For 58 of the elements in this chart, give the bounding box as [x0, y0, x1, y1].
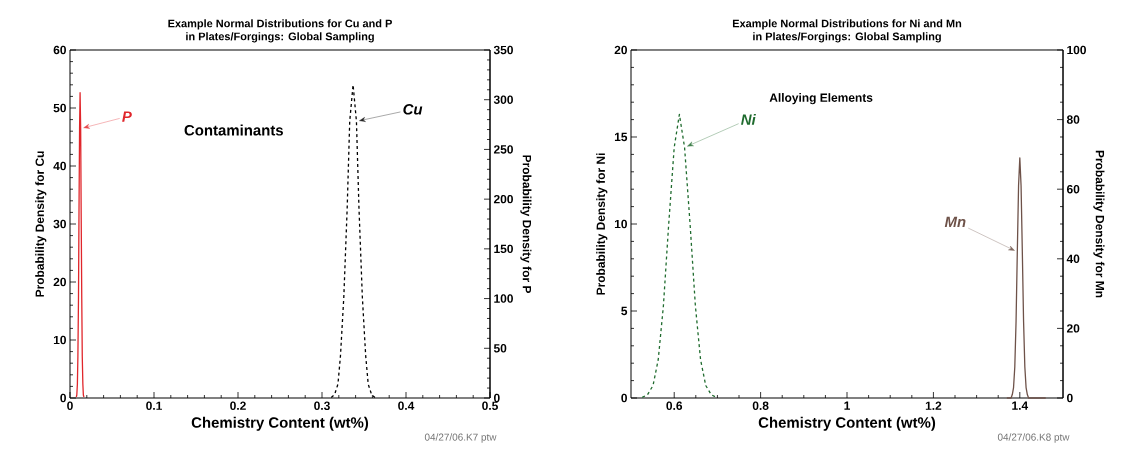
y-axis-title: Probability Density for Cu	[35, 151, 47, 297]
y2-tick-label: 150	[494, 244, 513, 254]
x-tick-label: 0.6	[666, 401, 683, 410]
y-tick-label: 40	[53, 161, 66, 171]
chart-title: Example Normal Distributions for Cu and P	[168, 19, 392, 30]
text: Mn	[944, 216, 966, 227]
x-tick-label: 0.3	[314, 401, 330, 411]
line-series	[75, 92, 85, 398]
x-tick-label: 1.2	[925, 401, 942, 410]
y-tick-label: 15	[614, 132, 628, 142]
y2-tick-label: 100	[1067, 45, 1086, 55]
y-tick-label: 0	[621, 393, 627, 403]
x-tick-label: 0.8	[752, 401, 769, 410]
y-axis-title: Probability Density for Ni	[596, 153, 608, 295]
x-tick-label: 0.1	[146, 401, 162, 410]
x-tick-label: 0.2	[230, 401, 246, 410]
x-tick-label: 1.4	[1012, 401, 1029, 410]
text: 04/27/06.K7 ptw	[424, 433, 497, 443]
y-tick-label: 10	[614, 219, 627, 229]
y2-axis-title: Probability Density for P	[520, 155, 532, 293]
y-tick-label: 60	[53, 45, 66, 55]
y2-tick-label: 40	[1066, 254, 1080, 264]
chart-subtitle: in Plates/Forgings: Global Sampling	[186, 32, 374, 43]
chart-title: Example Normal Distributions for Ni and Mn	[732, 19, 962, 30]
annotation: Alloying Elements	[769, 93, 873, 105]
y-tick-label: 10	[53, 335, 66, 345]
annotation: Contaminants	[184, 124, 283, 136]
y-tick-label: 50	[53, 103, 66, 113]
text: Ni	[741, 114, 756, 125]
chart-subtitle: in Plates/Forgings: Global Sampling	[753, 32, 941, 43]
y2-tick-label: 20	[1066, 324, 1080, 333]
y2-tick-label: 80	[1066, 115, 1080, 124]
y2-tick-label: 300	[493, 95, 513, 104]
x-tick-label: 1	[844, 401, 850, 410]
y-tick-label: 20	[53, 277, 66, 287]
y-tick-label: 30	[53, 219, 66, 229]
x-tick-label: 0	[67, 401, 73, 410]
y2-tick-label: 350	[493, 45, 513, 55]
y2-tick-label: 250	[493, 145, 513, 154]
y2-axis-title: Probability Density for Mn	[1093, 150, 1105, 298]
y2-tick-label: 0	[1067, 393, 1073, 403]
y2-tick-label: 60	[1066, 184, 1080, 194]
x-tick-label: 0.4	[398, 401, 415, 410]
line-series	[641, 113, 718, 398]
line-series	[1006, 157, 1047, 399]
text: 04/27/06.K8 ptw	[997, 433, 1070, 443]
x-tick-label: 0.5	[482, 401, 498, 410]
y2-tick-label: 0	[493, 393, 500, 403]
y-tick-label: 20	[614, 45, 627, 55]
y-tick-label: 5	[621, 306, 628, 316]
y2-tick-label: 50	[493, 344, 507, 353]
x-axis-title: Chemistry Content (wt%)	[758, 416, 936, 431]
y2-tick-label: 200	[493, 194, 513, 204]
y-tick-label: 0	[60, 393, 66, 403]
x-axis-title: Chemistry Content (wt%)	[191, 416, 369, 431]
y2-tick-label: 100	[494, 294, 513, 303]
text: P	[122, 111, 132, 122]
text: Cu	[403, 104, 423, 115]
